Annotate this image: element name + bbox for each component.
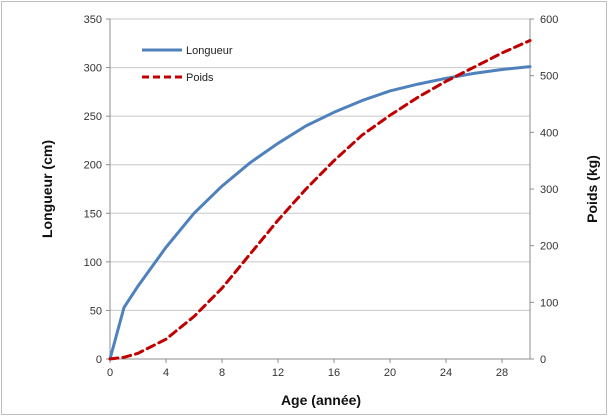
right-axis-ticks: 0 100 200 300 400 500 600 [530,14,558,366]
right-tick-label: 300 [540,184,558,196]
left-tick-label: 0 [96,354,102,366]
series-lines [108,39,532,361]
left-tick-label: 350 [84,14,102,26]
x-tick-label: 24 [440,367,452,379]
x-tick-label: 12 [272,367,284,379]
x-tick-label: 28 [496,367,508,379]
left-tick-label: 200 [84,160,102,172]
legend-label-longueur: Longueur [186,45,233,57]
x-tick-label: 8 [219,367,225,379]
left-tick-label: 150 [84,208,102,220]
x-axis-title: Age (année) [281,392,361,408]
right-tick-label: 0 [540,354,546,366]
legend-label-poids: Poids [186,72,214,84]
left-tick-label: 250 [84,111,102,123]
right-axis-title: Poids (kg) [584,155,600,223]
series-line-poids [108,39,532,361]
left-axis-ticks: 0 50 100 150 200 250 300 350 [84,14,110,366]
left-axis-title: Longueur (cm) [39,140,55,238]
x-tick-label: 16 [328,367,340,379]
left-tick-label: 100 [84,257,102,269]
left-tick-label: 300 [84,63,102,75]
left-tick-label: 50 [90,305,102,317]
x-tick-label: 20 [384,367,396,379]
x-axis-ticks: 0 4 8 12 16 20 24 28 [107,359,508,379]
x-tick-label: 4 [163,367,169,379]
right-tick-label: 400 [540,127,558,139]
right-tick-label: 500 [540,71,558,83]
grid-lines [110,18,530,311]
legend: Longueur Poids [142,45,233,84]
right-tick-label: 200 [540,241,558,253]
x-tick-label: 0 [107,367,113,379]
right-tick-label: 100 [540,297,558,309]
right-tick-label: 600 [540,14,558,26]
